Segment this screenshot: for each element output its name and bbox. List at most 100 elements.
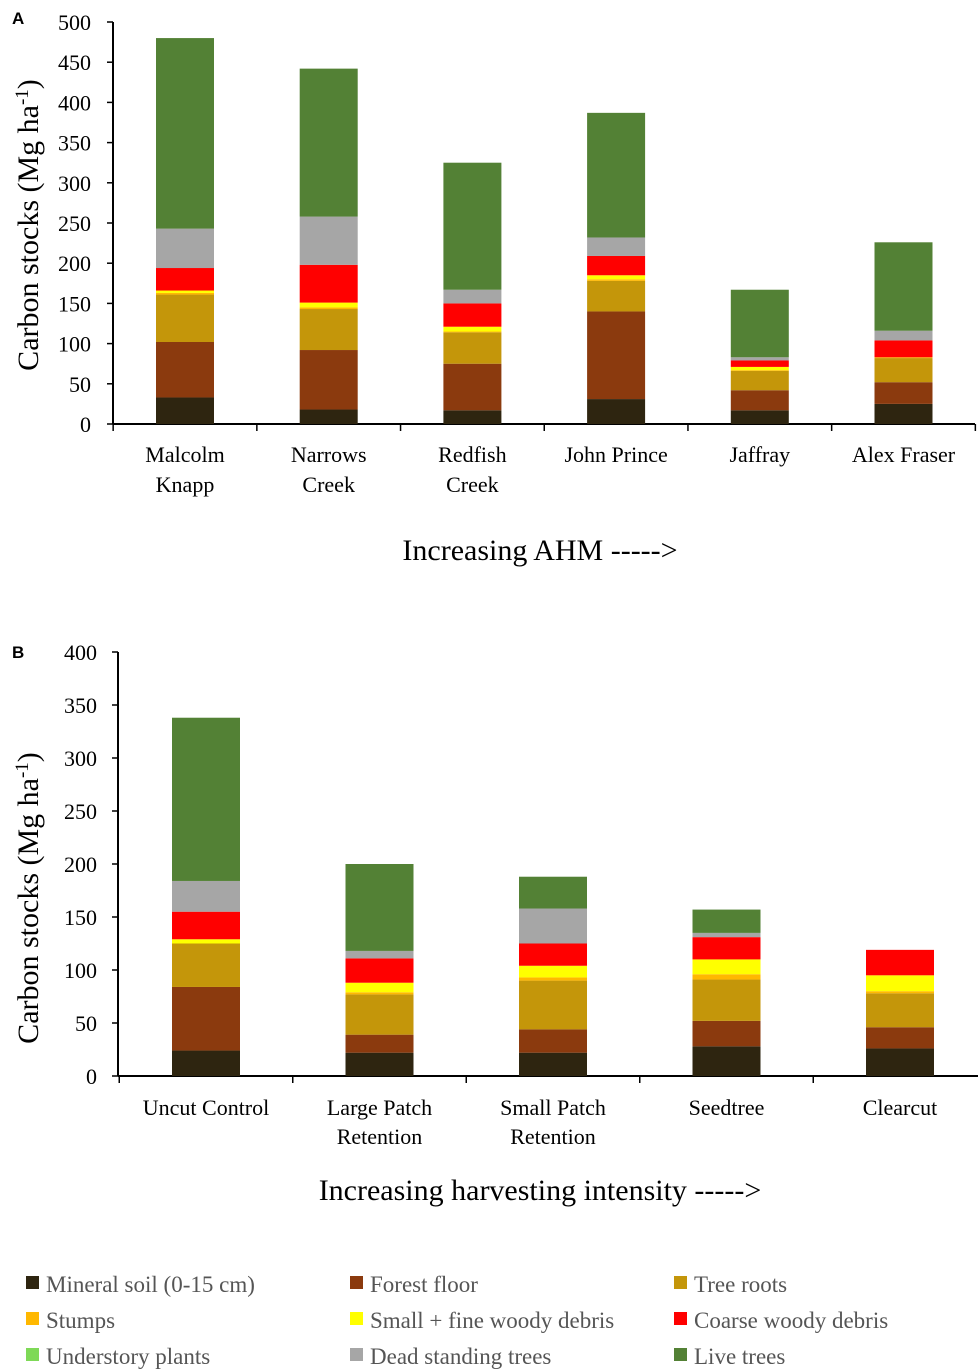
bar-segment-stumps (299, 307, 358, 310)
legend-label: Forest floor (370, 1272, 478, 1297)
bar-segment-tree-roots (866, 993, 934, 1028)
bar-segment-live-trees (874, 242, 933, 331)
y-tick-label: 300 (58, 171, 91, 196)
legend-swatch-understory-plants (26, 1348, 39, 1361)
bar-segment-dead-standing-trees (587, 237, 646, 256)
legend-swatch-forest-floor (350, 1276, 363, 1289)
bar-segment-tree-roots (156, 294, 214, 342)
bar-segment-mineral-soil (443, 410, 502, 424)
legend-label: Coarse woody debris (694, 1308, 888, 1333)
chart-panel-a: A 0 50 100 150 200 250 300 350 400 450 500 Malcolm Kn… (12, 9, 977, 567)
legend-swatch-dead-standing-trees (350, 1348, 363, 1361)
bar-segment-tree-roots (345, 994, 414, 1035)
y-tick-label: 100 (58, 332, 91, 357)
bar-segment-dead-standing-trees (345, 950, 414, 959)
category-label: Uncut Control (143, 1095, 270, 1120)
bar-segment-forest-floor (345, 1034, 414, 1053)
y-tick-label: 150 (64, 905, 97, 930)
legend-label: Live trees (694, 1344, 785, 1369)
y-tick-label: 150 (58, 291, 91, 316)
bar-segment-forest-floor (587, 311, 646, 400)
bar-segment-small-fine-woody-debris (692, 959, 761, 975)
y-tick-label: 400 (64, 640, 97, 665)
bar-segment-small-fine-woody-debris (519, 965, 587, 978)
bar-segment-small-fine-woody-debris (443, 326, 502, 332)
y-tick-label: 350 (64, 693, 97, 718)
y-tick-label: 300 (64, 746, 97, 771)
bar-segment-forest-floor (172, 986, 240, 1051)
bar-segment-mineral-soil (866, 1048, 934, 1076)
bar-segment-coarse-woody-debris (345, 958, 414, 983)
category-label: Alex Fraser (852, 442, 956, 467)
bar-segment-coarse-woody-debris (866, 949, 934, 976)
bar-segment-stumps (587, 279, 646, 281)
bar-segment-forest-floor (519, 1029, 587, 1053)
bar-segment-tree-roots (443, 332, 502, 364)
bar-segment-mineral-soil (156, 397, 214, 424)
category-label: Knapp (156, 472, 215, 497)
y-axis-title: Carbon stocks (Mg ha-1) (12, 79, 45, 371)
bar-segment-stumps (443, 331, 502, 333)
bar-segment-forest-floor (692, 1020, 761, 1047)
legend-swatch-tree-roots (674, 1276, 687, 1289)
bar-segment-stumps (692, 974, 761, 980)
legend: Mineral soil (0-15 cm) Forest floor Tree r… (26, 1272, 888, 1369)
category-label: Retention (510, 1124, 596, 1149)
legend-label: Understory plants (46, 1344, 210, 1369)
category-label: Narrows (291, 442, 367, 467)
y-tick-label: 200 (64, 852, 97, 877)
panel-letter: B (12, 643, 24, 662)
legend-label: Mineral soil (0-15 cm) (46, 1272, 255, 1297)
legend-label: Small + fine woody debris (370, 1308, 614, 1333)
bar-segment-stumps (730, 370, 789, 371)
bar-segment-forest-floor (443, 363, 502, 411)
bar-segment-small-fine-woody-debris (156, 290, 214, 293)
bar-segment-coarse-woody-debris (730, 360, 789, 367)
category-label: Redfish (438, 442, 506, 467)
legend-label: Tree roots (694, 1272, 787, 1297)
bar-segment-small-fine-woody-debris (172, 939, 240, 944)
bar-segment-coarse-woody-debris (172, 911, 240, 940)
bar-segment-stumps (345, 992, 414, 995)
bar-segment-live-trees (519, 876, 587, 909)
y-tick-label: 100 (64, 958, 97, 983)
y-tick-label: 250 (58, 211, 91, 236)
bar-segment-forest-floor (866, 1027, 934, 1049)
bar-segment-live-trees (730, 289, 789, 358)
bar-segment-live-trees (172, 717, 240, 881)
bar-segment-forest-floor (156, 341, 214, 398)
bar-segment-coarse-woody-debris (156, 268, 214, 291)
bar-segment-live-trees (156, 38, 214, 229)
bar-segment-live-trees (299, 68, 358, 217)
y-tick-label: 0 (86, 1064, 97, 1089)
bar-segment-dead-standing-trees (519, 908, 587, 944)
x-axis-title: Increasing AHM -----> (402, 534, 677, 567)
bar-segment-live-trees (345, 864, 414, 951)
bar-segment-tree-roots (519, 980, 587, 1030)
category-label: Clearcut (863, 1095, 938, 1120)
bar-segment-live-trees (692, 909, 761, 933)
y-tick-label: 200 (58, 251, 91, 276)
category-label: Seedtree (689, 1095, 765, 1120)
bar-segment-tree-roots (730, 370, 789, 391)
bar-segment-coarse-woody-debris (519, 943, 587, 966)
bar-segment-coarse-woody-debris (299, 264, 358, 303)
legend-label: Stumps (46, 1308, 115, 1333)
y-tick-label: 50 (69, 372, 91, 397)
bar-segment-mineral-soil (692, 1046, 761, 1076)
bar-segment-small-fine-woody-debris (345, 982, 414, 993)
category-label: Malcolm (145, 442, 224, 467)
y-tick-label: 250 (64, 799, 97, 824)
bar-segment-dead-standing-trees (692, 932, 761, 938)
bar-segment-coarse-woody-debris (692, 937, 761, 960)
bar-segment-forest-floor (730, 390, 789, 411)
bar-segment-stumps (874, 357, 933, 359)
bar-segment-dead-standing-trees (874, 330, 933, 341)
bar-segment-live-trees (587, 112, 646, 238)
bar-segment-coarse-woody-debris (443, 303, 502, 327)
bar-segment-stumps (866, 991, 934, 994)
y-tick-label: 50 (75, 1011, 97, 1036)
bar-segment-small-fine-woody-debris (730, 366, 789, 371)
y-tick-label: 0 (80, 412, 91, 437)
